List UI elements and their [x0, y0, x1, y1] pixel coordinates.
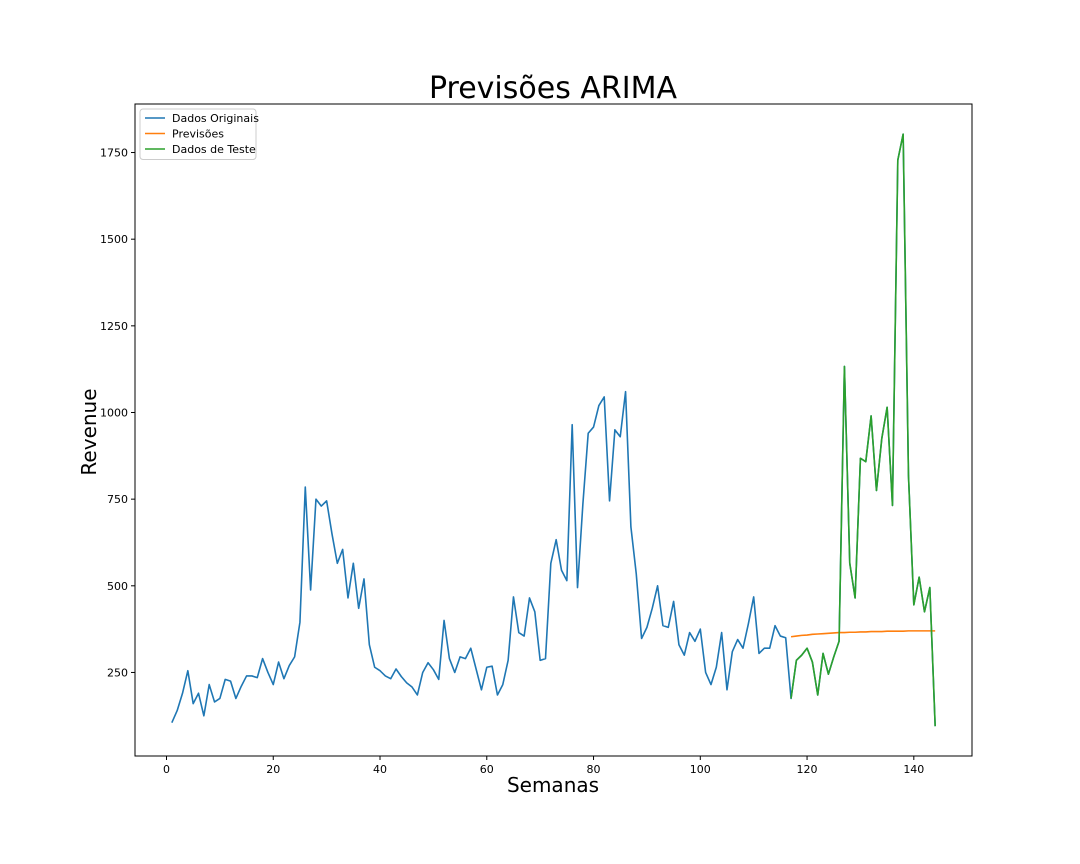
x-tick-label: 40	[373, 763, 387, 776]
legend-entry: Dados Originais	[172, 112, 259, 125]
legend: Dados Originais Previsões Dados de Teste	[139, 108, 259, 160]
x-tick-label: 20	[266, 763, 280, 776]
x-tick-label: 100	[690, 763, 711, 776]
x-tick-label: 0	[163, 763, 170, 776]
legend-entry: Dados de Teste	[172, 143, 256, 156]
legend-entry: Previsões	[172, 128, 224, 141]
y-tick-label: 250	[107, 666, 128, 679]
y-tick-label: 1250	[100, 320, 128, 333]
plot-frame	[134, 103, 973, 757]
y-tick-label: 750	[107, 493, 128, 506]
x-axis-ticks: 0 20 40 60 80 100 120 140	[163, 756, 924, 776]
series-layer	[171, 133, 936, 727]
y-tick-label: 1000	[100, 406, 128, 419]
series-line-2	[790, 133, 936, 727]
series-line-1	[790, 630, 936, 638]
x-tick-label: 140	[903, 763, 924, 776]
x-axis-label: Semanas	[507, 773, 599, 797]
y-tick-label: 1750	[100, 147, 128, 160]
chart-title: Previsões ARIMA	[429, 71, 677, 106]
x-tick-label: 120	[797, 763, 818, 776]
x-tick-label: 80	[587, 763, 601, 776]
y-tick-label: 500	[107, 580, 128, 593]
legend-box	[139, 108, 257, 160]
y-axis-label: Revenue	[77, 388, 101, 475]
x-tick-label: 60	[480, 763, 494, 776]
y-axis-ticks: 250 500 750 1000 1250 1500 1750	[100, 147, 135, 679]
y-tick-label: 1500	[100, 233, 128, 246]
